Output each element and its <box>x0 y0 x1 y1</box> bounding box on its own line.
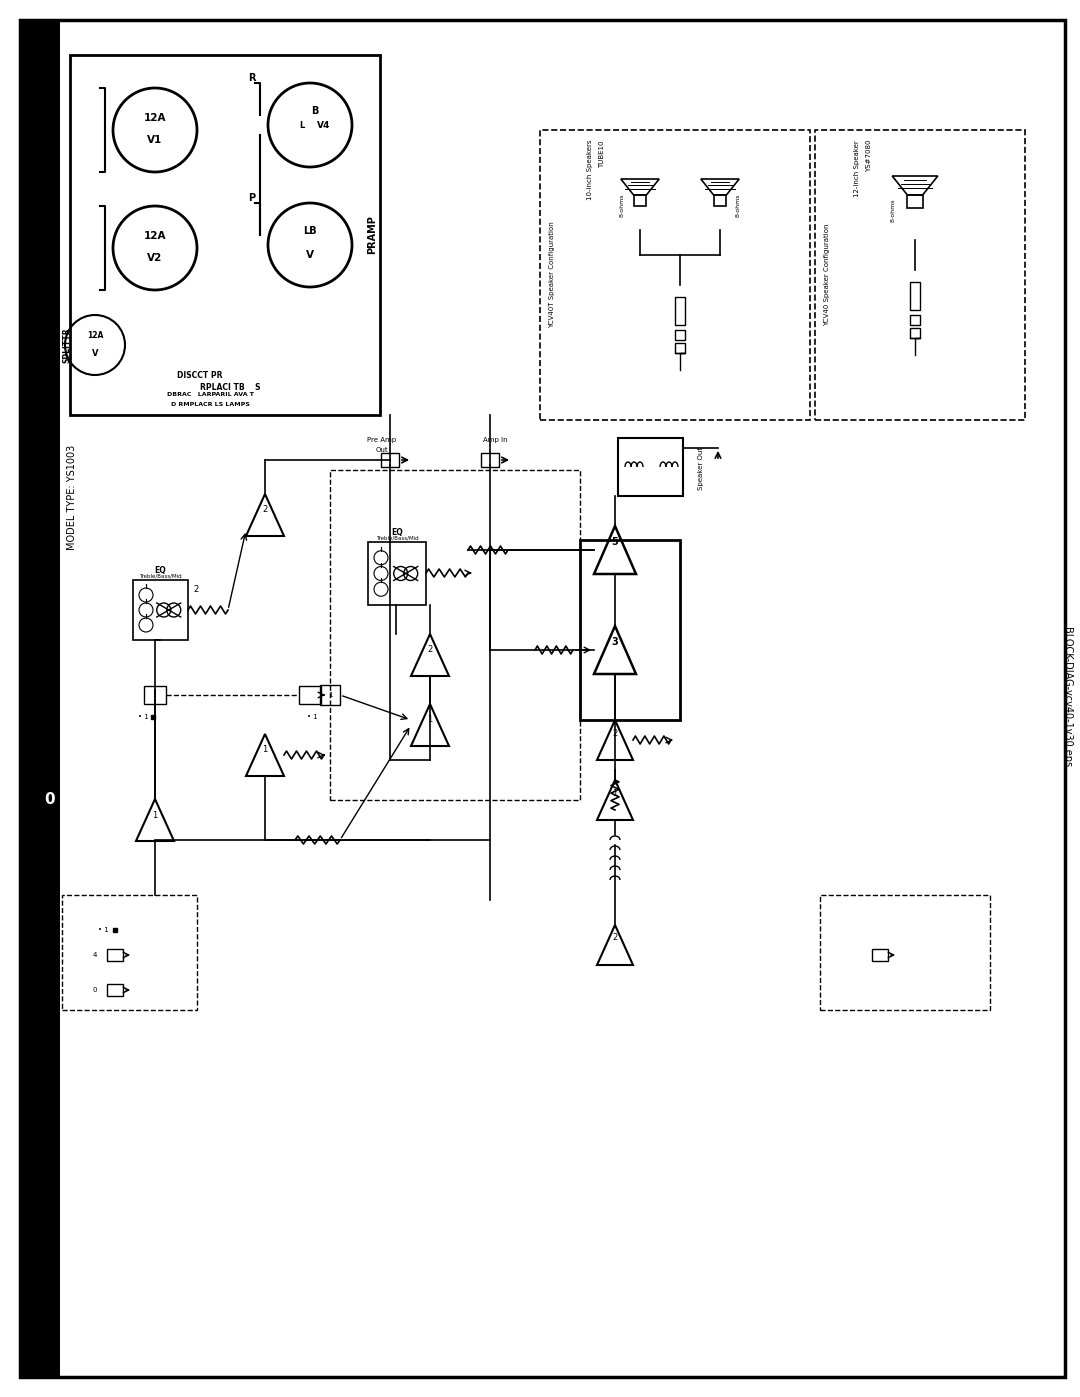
Text: 1: 1 <box>152 810 158 820</box>
Text: Treble/Bass/Mid: Treble/Bass/Mid <box>376 536 418 541</box>
Bar <box>107 983 123 996</box>
Text: Amp In: Amp In <box>483 437 508 443</box>
Bar <box>481 453 499 467</box>
Text: YS#7080: YS#7080 <box>866 140 872 172</box>
Bar <box>618 439 683 496</box>
Bar <box>675 330 685 339</box>
Text: P: P <box>248 193 256 203</box>
Text: 0: 0 <box>44 792 55 807</box>
Text: 5: 5 <box>611 536 619 548</box>
Bar <box>144 686 166 704</box>
Text: 1: 1 <box>262 746 268 754</box>
Text: • 1: • 1 <box>137 714 148 719</box>
Text: 12A: 12A <box>86 331 104 341</box>
Bar <box>910 314 920 326</box>
Text: LB: LB <box>303 226 316 236</box>
Bar <box>107 949 123 961</box>
Text: 2: 2 <box>612 933 618 943</box>
Bar <box>299 686 321 704</box>
Text: YCV40T Speaker Configuration: YCV40T Speaker Configuration <box>549 222 555 328</box>
Text: YCV40 Speaker Configuration: YCV40 Speaker Configuration <box>824 224 831 327</box>
Text: 12A: 12A <box>144 231 166 242</box>
Bar <box>910 328 920 338</box>
Text: 1: 1 <box>612 788 618 798</box>
Bar <box>580 541 680 719</box>
Text: 10-inch Speakers: 10-inch Speakers <box>588 140 593 201</box>
Text: D RMPLACR LS LAMPS: D RMPLACR LS LAMPS <box>171 402 249 408</box>
Bar <box>320 685 340 705</box>
Text: 4: 4 <box>93 951 97 958</box>
Text: 3: 3 <box>611 637 619 647</box>
Text: V2: V2 <box>147 253 163 263</box>
Bar <box>368 542 426 605</box>
Text: V4: V4 <box>318 120 330 130</box>
Bar <box>872 949 888 961</box>
Text: EQ: EQ <box>154 566 166 576</box>
Bar <box>907 196 922 208</box>
Text: R: R <box>248 73 256 82</box>
Text: V: V <box>92 348 98 358</box>
Text: 1: 1 <box>327 692 333 698</box>
Bar <box>815 130 1025 420</box>
Bar <box>634 196 647 207</box>
Text: V1: V1 <box>147 136 163 145</box>
Bar <box>70 54 380 415</box>
Bar <box>62 895 197 1010</box>
Text: MODEL TYPE: YS1003: MODEL TYPE: YS1003 <box>67 444 77 549</box>
Text: • 1: • 1 <box>97 928 108 933</box>
Text: Out: Out <box>376 447 389 453</box>
Text: L: L <box>299 120 305 130</box>
Text: • 1: • 1 <box>307 714 318 719</box>
Text: RPLACI TB    S: RPLACI TB S <box>200 384 260 393</box>
Text: BLOCK-DIAG-ycv40-1v30.eps: BLOCK-DIAG-ycv40-1v30.eps <box>1062 627 1072 767</box>
Text: V: V <box>306 250 314 260</box>
Bar <box>330 469 580 800</box>
Bar <box>675 344 685 353</box>
Text: Treble/Bass/Mid: Treble/Bass/Mid <box>139 574 181 578</box>
Text: 2: 2 <box>428 645 433 655</box>
Bar <box>540 130 810 420</box>
Bar <box>714 196 727 207</box>
Text: B: B <box>311 106 319 116</box>
Text: PRAMP: PRAMP <box>367 215 377 254</box>
Bar <box>381 453 399 467</box>
Text: 12-inch Speaker: 12-inch Speaker <box>854 140 860 197</box>
Text: EQ: EQ <box>391 528 403 536</box>
Text: 1: 1 <box>428 715 433 725</box>
Text: TUBE10: TUBE10 <box>599 140 605 168</box>
Bar <box>820 895 990 1010</box>
Bar <box>133 580 188 640</box>
Text: DBRAC   LARPARIL AVA T: DBRAC LARPARIL AVA T <box>166 393 254 398</box>
Text: 2: 2 <box>612 728 618 738</box>
Bar <box>21 20 60 1377</box>
Bar <box>910 282 920 310</box>
Text: DISCCT PR: DISCCT PR <box>177 370 222 380</box>
Text: 8-ohms: 8-ohms <box>891 198 895 222</box>
Text: 8-ohms: 8-ohms <box>620 193 624 217</box>
Bar <box>675 298 685 326</box>
Text: 2: 2 <box>262 506 268 514</box>
Text: 12A: 12A <box>144 113 166 123</box>
Text: 8-ohms: 8-ohms <box>735 193 741 217</box>
Text: Speaker Out: Speaker Out <box>698 447 704 489</box>
Text: Pre Amp: Pre Amp <box>367 437 396 443</box>
Text: SPLITTR: SPLITTR <box>63 327 71 363</box>
Text: 2: 2 <box>193 585 199 595</box>
Text: 0: 0 <box>93 988 97 993</box>
